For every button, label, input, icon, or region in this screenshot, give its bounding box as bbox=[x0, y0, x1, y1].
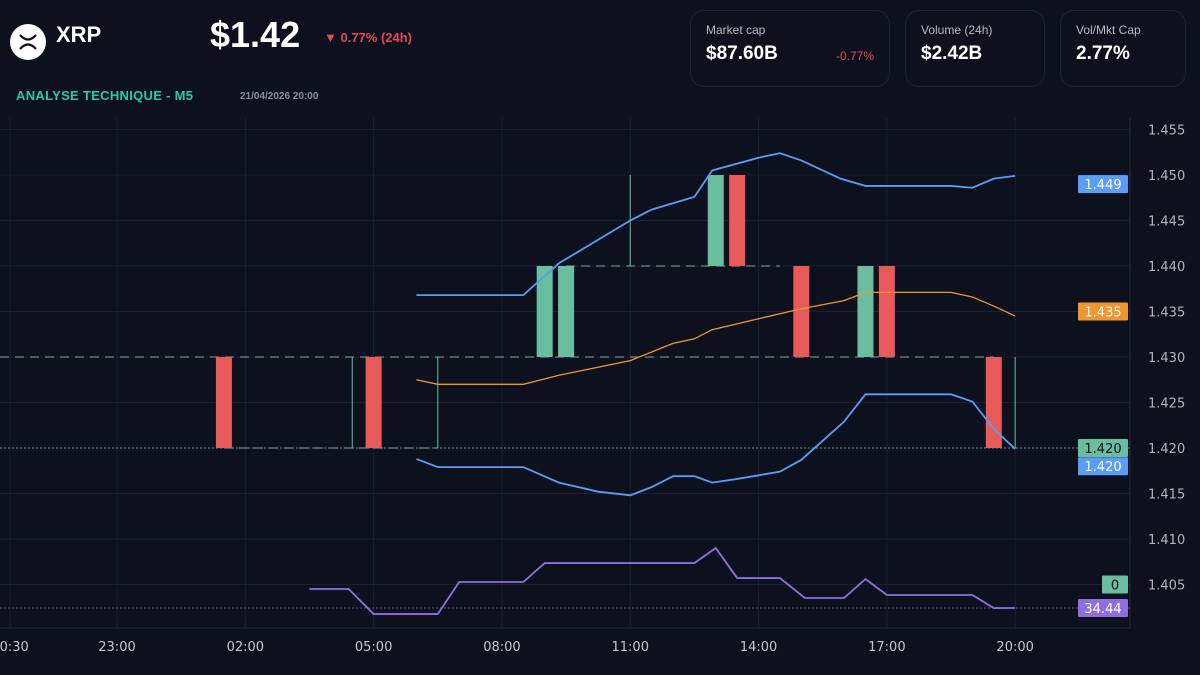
candle-bearish bbox=[729, 175, 746, 266]
timestamp: 21/04/2026 20:00 bbox=[240, 91, 319, 102]
x-tick-label: 11:00 bbox=[612, 640, 649, 655]
price-tag bbox=[1078, 439, 1128, 457]
price-tag-label: 34.44 bbox=[1084, 602, 1121, 617]
market-cap-card: Market cap $87.60B -0.77% bbox=[690, 10, 890, 87]
candle-bearish bbox=[793, 266, 810, 357]
price-tag bbox=[1078, 175, 1128, 194]
card-value: $2.42B bbox=[921, 43, 983, 64]
price-tag-label: 0 bbox=[1111, 579, 1119, 594]
x-tick-label: 20:00 bbox=[996, 640, 1033, 655]
candle-bearish bbox=[365, 357, 382, 448]
y-tick-label: 1.405 bbox=[1148, 579, 1185, 594]
price-tag-label: 1.435 bbox=[1084, 306, 1121, 321]
x-tick-label: 05:00 bbox=[355, 640, 392, 655]
price-tag bbox=[1078, 457, 1128, 476]
price-tag bbox=[1102, 575, 1128, 594]
y-tick-label: 1.435 bbox=[1148, 306, 1185, 321]
y-tick-label: 1.455 bbox=[1148, 124, 1185, 139]
indicator-line bbox=[309, 546, 1016, 615]
candle-bullish bbox=[857, 266, 874, 357]
section-title: ANALYSE TECHNIQUE - M5 bbox=[16, 88, 194, 103]
candle-bearish bbox=[878, 266, 895, 357]
card-label: Vol/Mkt Cap bbox=[1076, 23, 1141, 37]
y-tick-label: 1.425 bbox=[1148, 397, 1185, 412]
x-tick-label: 20:30 bbox=[0, 640, 29, 655]
candle-bearish bbox=[985, 357, 1002, 448]
card-label: Market cap bbox=[706, 23, 766, 37]
price-tag-label: 1.420 bbox=[1084, 460, 1121, 475]
x-tick-label: 08:00 bbox=[483, 640, 520, 655]
y-tick-label: 1.410 bbox=[1148, 533, 1185, 548]
card-value: 2.77% bbox=[1076, 43, 1130, 64]
price-change-24h: ▼ 0.77% (24h) bbox=[324, 30, 413, 45]
y-tick-label: 1.430 bbox=[1148, 351, 1185, 366]
y-tick-label: 1.440 bbox=[1148, 260, 1185, 275]
x-tick-label: 14:00 bbox=[740, 640, 777, 655]
bollinger-upper-line bbox=[416, 152, 1016, 297]
price-tag-label: 1.449 bbox=[1084, 178, 1121, 193]
y-tick-label: 1.415 bbox=[1148, 488, 1185, 503]
bollinger-middle-line bbox=[416, 291, 1016, 385]
current-price: $1.42 bbox=[210, 14, 301, 55]
candle-bullish bbox=[536, 266, 553, 357]
y-tick-label: 1.450 bbox=[1148, 169, 1185, 184]
price-tag bbox=[1078, 302, 1128, 321]
card-change: -0.77% bbox=[835, 49, 874, 63]
asset-symbol: XRP bbox=[56, 22, 102, 47]
candle-bullish bbox=[558, 266, 575, 357]
volume-card: Volume (24h) $2.42B bbox=[905, 10, 1045, 87]
x-tick-label: 02:00 bbox=[227, 640, 264, 655]
vol-mkt-cap-card: Vol/Mkt Cap 2.77% bbox=[1060, 10, 1186, 87]
price-tag bbox=[1078, 599, 1128, 617]
price-tag-label: 1.420 bbox=[1084, 442, 1121, 457]
y-tick-label: 1.420 bbox=[1148, 442, 1185, 457]
bollinger-lower-line bbox=[416, 393, 1016, 497]
candle-bearish bbox=[215, 357, 232, 448]
x-tick-label: 17:00 bbox=[868, 640, 905, 655]
x-tick-label: 23:00 bbox=[98, 640, 135, 655]
xrp-logo-icon bbox=[10, 24, 46, 60]
candle-bullish bbox=[707, 175, 724, 266]
y-tick-label: 1.445 bbox=[1148, 215, 1185, 230]
card-value: $87.60B bbox=[706, 43, 778, 64]
card-label: Volume (24h) bbox=[921, 23, 993, 37]
